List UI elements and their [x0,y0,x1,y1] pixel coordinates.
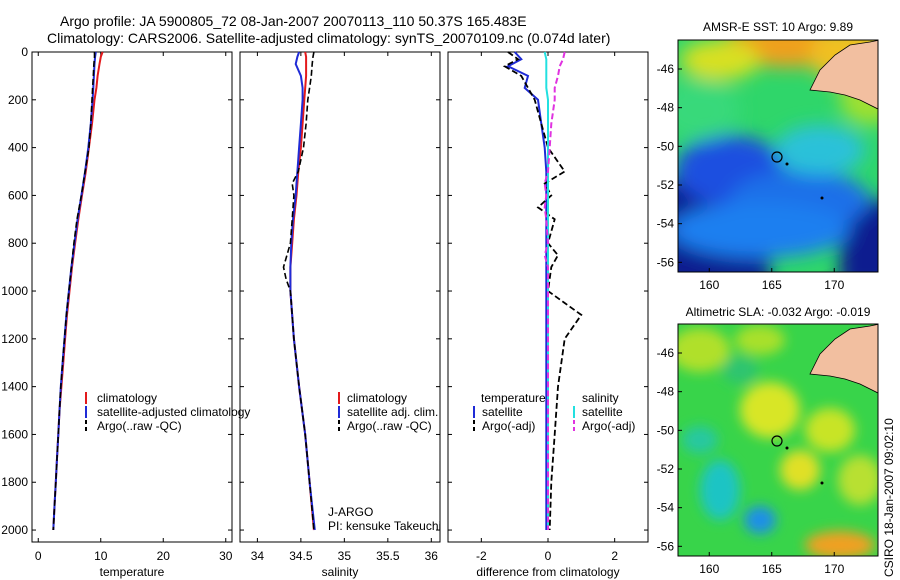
temperature-legend: climatology satellite-adjusted climatolo… [85,391,250,433]
y-tick-label: 400 [8,141,28,155]
map-y-tick-label: -48 [657,101,675,115]
salinity-panel: 34 34.5 35 35.5 36 salinity [240,51,440,579]
map-y-tick-label: -48 [657,385,675,399]
x-tick-label: 10 [94,549,108,563]
salinity-legend: climatology satellite adj. clim. Argo(..… [328,391,441,533]
difference-panel: -2 0 2 difference from climatology [448,51,648,579]
annotation-j-argo: J-ARGO [328,505,373,519]
map-x-tick-label: 170 [824,562,844,576]
legend-label-argo: Argo(..raw -QC) [97,419,182,433]
map-x-tick-label: 160 [699,278,719,292]
map-x-tick-label: 165 [762,562,782,576]
legend-label-satellite: satellite-adjusted climatology [97,405,250,419]
legend-label-temp-satellite: satellite [482,405,523,419]
temperature-panel-frame [31,51,233,543]
map-y-tick-label: -52 [657,462,675,476]
y-tick-label: 2000 [1,523,28,537]
x-tick-label: 20 [157,549,171,563]
x-tick-label: 2 [611,549,618,563]
x-axis-label: difference from climatology [476,565,619,579]
series-line-4 [543,51,566,530]
map-y-tick-label: -46 [657,62,675,76]
x-tick-label: 36 [425,549,439,563]
legend-label-sal-argo: Argo(-adj) [582,419,635,433]
legend-header-temperature: temperature [481,391,546,405]
series-line-1 [505,51,548,530]
map-y-tick-label: -56 [657,539,675,553]
x-tick-label: 35.5 [376,549,400,563]
salinity-panel-frame [239,51,441,543]
legend-header-salinity: salinity [582,391,619,405]
map-y-tick-label: -56 [657,255,675,269]
map-x-tick-label: 160 [699,562,719,576]
x-tick-label: 0 [35,549,42,563]
legend-label-climatology: climatology [97,391,157,405]
map-y-tick-label: -50 [657,423,675,437]
y-tick-label: 1000 [1,284,28,298]
x-tick-label: 30 [219,549,233,563]
map-y-tick-label: -46 [657,346,675,360]
x-tick-label: 0 [545,549,552,563]
map-y-tick-label: -54 [657,217,675,231]
y-tick-label: 1800 [1,475,28,489]
temperature-panel: 0 10 20 30 0 200 400 600 800 1000 1200 1400 1600 1800… [1,45,232,579]
sla-map-title: Altimetric SLA: -0.032 Argo: -0.019 [686,305,871,319]
y-tick-label: 1600 [1,427,28,441]
y-tick-label: 600 [8,188,28,202]
x-tick-label: 34.5 [289,549,313,563]
header-line-1: Argo profile: JA 5900805_72 08-Jan-2007 … [60,13,527,29]
y-tick-label: 200 [8,93,28,107]
csiro-credit: CSIRO 18-Jan-2007 09:02:10 [882,418,896,577]
series-line-3 [282,51,315,531]
annotation-pi: PI: kensuke Takeuchi [328,519,441,533]
sst-map [678,40,878,272]
map-y-tick-label: -52 [657,178,675,192]
header-line-2: Climatology: CARS2006. Satellite-adjuste… [47,30,610,46]
sst-map-title: AMSR-E SST: 10 Argo: 9.89 [703,20,853,34]
y-tick-label: 1200 [1,332,28,346]
legend-label-climatology: climatology [347,391,407,405]
sla-map [678,324,878,556]
y-tick-label: 0 [21,45,28,59]
difference-legend: temperature salinity satellite Argo(-adj… [473,391,635,433]
map-x-tick-label: 165 [762,278,782,292]
legend-label-argo: Argo(..raw -QC) [347,419,432,433]
legend-label-sal-satellite: satellite [582,405,623,419]
y-tick-label: 1400 [1,380,28,394]
map-x-tick-label: 170 [824,278,844,292]
y-tick-label: 800 [8,236,28,250]
series-line-1 [289,51,315,531]
series-line-3 [52,52,96,531]
x-tick-label: -2 [476,549,487,563]
series-line-2 [502,51,583,531]
legend-label-temp-argo: Argo(-adj) [482,419,535,433]
x-axis-label: salinity [322,565,359,579]
series-line-2 [289,51,316,531]
x-tick-label: 35 [338,549,352,563]
map-y-tick-label: -50 [657,139,675,153]
legend-label-satellite: satellite adj. clim. [347,405,438,419]
map-y-tick-label: -54 [657,501,675,515]
series-line-1 [52,51,104,531]
series-line-2 [52,51,97,531]
x-tick-label: 34 [251,549,265,563]
x-axis-label: temperature [100,565,165,579]
